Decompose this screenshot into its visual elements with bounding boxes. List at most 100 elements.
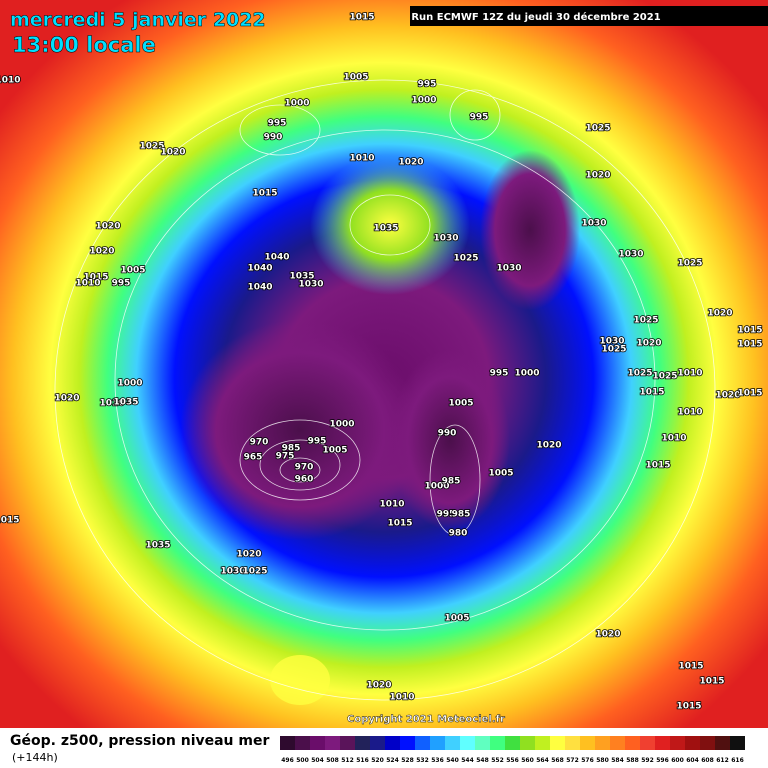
legend-label: 552	[491, 757, 504, 764]
isobar-label: 995	[308, 437, 327, 447]
legend-label: 560	[521, 757, 534, 764]
isobar-label: 1040	[247, 264, 272, 274]
legend-label: 556	[506, 757, 519, 764]
isobar-label: 1015	[639, 388, 664, 398]
isobar-label: 1020	[715, 391, 740, 401]
isobar-label: 1025	[453, 254, 478, 264]
isobar-label: 1015	[678, 662, 703, 672]
legend-label: 540	[446, 757, 459, 764]
legend-label: 588	[626, 757, 639, 764]
isobar-label: 1010	[99, 399, 124, 409]
isobar-label: 1015	[349, 13, 374, 23]
legend-label: 600	[671, 757, 684, 764]
isobar-label: 995	[490, 369, 509, 379]
legend-swatch	[385, 736, 400, 750]
legend-label: 536	[431, 757, 444, 764]
isobar-label: 1005	[120, 266, 145, 276]
isobar-label: 1030	[581, 219, 606, 229]
legend-swatch	[355, 736, 370, 750]
isobar-label: 1015	[83, 273, 108, 283]
legend-swatch	[430, 736, 445, 750]
isobar-label: 1020	[236, 550, 261, 560]
isobar-label: 1030	[599, 337, 624, 347]
isobar-label: 1025	[677, 259, 702, 269]
isobar-label: 1000	[424, 482, 449, 492]
legend-swatch	[475, 736, 490, 750]
isobar-label: 1025	[652, 372, 677, 382]
legend-swatch	[610, 736, 625, 750]
isobar-label: 1030	[298, 280, 323, 290]
legend-swatch	[400, 736, 415, 750]
legend-swatch	[595, 736, 610, 750]
isobar-label: 985	[442, 477, 461, 487]
isobar-label: 1005	[488, 469, 513, 479]
legend-label: 580	[596, 757, 609, 764]
run-banner	[410, 6, 768, 26]
isobar-label: 965	[244, 453, 263, 463]
legend-label: 616	[731, 757, 744, 764]
isobar-label: 985	[282, 444, 301, 454]
warm-cell	[270, 655, 330, 705]
isobar-label: 1015	[737, 340, 762, 350]
legend-swatch	[670, 736, 685, 750]
legend-swatch	[445, 736, 460, 750]
legend-swatch	[655, 736, 670, 750]
isobar-label: 995	[268, 119, 287, 129]
isobar-label: 995	[112, 279, 131, 289]
ridge	[310, 155, 470, 295]
legend-swatch	[370, 736, 385, 750]
isobar-label: 1025	[633, 316, 658, 326]
footer-title: Géop. z500, pression niveau mer	[10, 733, 269, 749]
isobar-label: 1015	[676, 702, 701, 712]
legend-swatch	[460, 736, 475, 750]
isobar-label: 1000	[329, 420, 354, 430]
legend-label: 604	[686, 757, 699, 764]
isobar-label: 1005	[444, 614, 469, 624]
isobar-label: 1035	[113, 398, 138, 408]
legend-label: 584	[611, 757, 624, 764]
isobar-label: 1010	[677, 408, 702, 418]
legend-label: 564	[536, 757, 549, 764]
isobar-label: 1025	[601, 345, 626, 355]
legend-label: 576	[581, 757, 594, 764]
legend-swatch	[415, 736, 430, 750]
isobar-label: 970	[295, 463, 314, 473]
legend-swatch	[640, 736, 655, 750]
run-info: Run ECMWF 12Z du jeudi 30 décembre 2021	[411, 11, 660, 23]
isobar-label: 1035	[289, 272, 314, 282]
map-field	[0, 0, 768, 728]
low-area	[180, 320, 420, 540]
isobar-label: 990	[438, 429, 457, 439]
isobar-label: 1000	[411, 96, 436, 106]
legend-swatch	[325, 736, 340, 750]
legend-swatch	[520, 736, 535, 750]
copyright: Copyright 2021 Meteociel.fr	[347, 714, 505, 725]
legend-swatch	[280, 736, 295, 750]
legend-swatch	[550, 736, 565, 750]
isobar-labels: 1015101010059951000100099599099510251020…	[0, 12, 763, 713]
legend-label: 592	[641, 757, 654, 764]
isobar-label: 1030	[433, 234, 458, 244]
legend-label: 508	[326, 757, 339, 764]
isobar-label: 1025	[139, 142, 164, 152]
isobar-label: 1025	[627, 369, 652, 379]
isobar-label: 1010	[0, 76, 21, 86]
isobar-label: 1005	[343, 73, 368, 83]
isobar-label: 1025	[242, 567, 267, 577]
isobar-label: 1005	[322, 446, 347, 456]
isobar-label: 980	[449, 529, 468, 539]
legend-swatch	[340, 736, 355, 750]
isobar-label: 1030	[618, 250, 643, 260]
isobar-label: 1015	[645, 461, 670, 471]
date-title: mercredi 5 janvier 2022	[10, 9, 266, 31]
legend-swatch	[505, 736, 520, 750]
isobar-label: 995	[470, 113, 489, 123]
isobar-label: 1020	[160, 148, 185, 158]
legend-swatch	[730, 736, 745, 750]
isobar-label: 1020	[398, 158, 423, 168]
isobar-label: 1000	[117, 379, 142, 389]
legend-swatch	[535, 736, 550, 750]
isobar-label: 1005	[448, 399, 473, 409]
legend-swatch	[580, 736, 595, 750]
